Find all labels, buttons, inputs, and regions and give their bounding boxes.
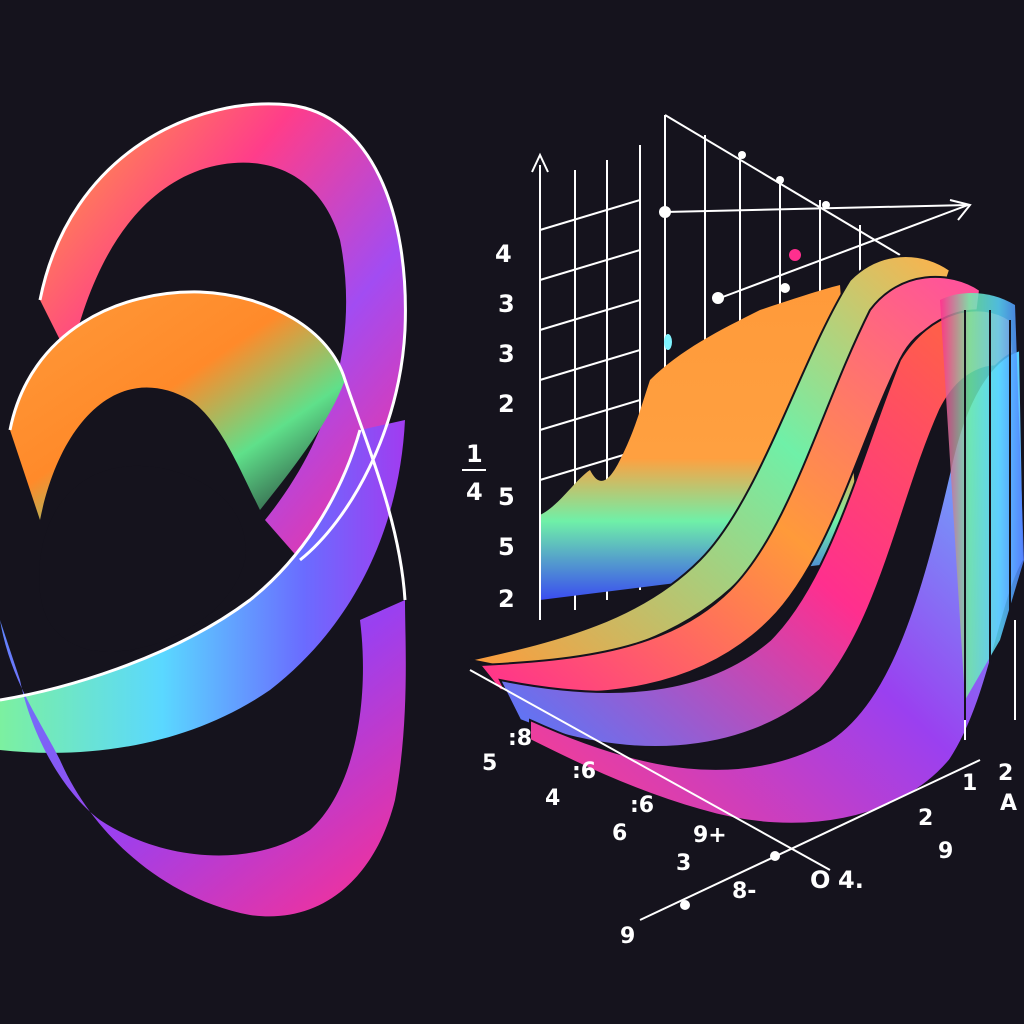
z-label-5: A xyxy=(1000,791,1017,816)
x-label-4: 4 xyxy=(545,786,560,811)
y-fraction-top: 1 xyxy=(466,440,483,468)
y-label-7: 2 xyxy=(498,585,515,613)
ribbon-lower-loop xyxy=(0,600,406,917)
floor-ticks xyxy=(680,851,780,910)
z-label-1: 2 xyxy=(998,761,1013,786)
ribbon-outline-inner xyxy=(8,290,407,601)
x-label-8: 3 xyxy=(676,851,691,876)
x-label-7: 9+ xyxy=(693,823,727,848)
x-label-12: 4. xyxy=(838,866,864,894)
x-label-10: 9 xyxy=(620,924,635,949)
z-label-2: 1 xyxy=(962,771,977,796)
ribbon-hole xyxy=(39,465,246,652)
y-axis-labels: 4 3 3 2 1 4 5 5 2 xyxy=(462,240,515,613)
x-label-1: :8 xyxy=(508,726,532,751)
wave-ridge-4 xyxy=(529,348,1024,825)
z-axis-labels: 2 1 2 9 A xyxy=(918,761,1017,864)
ribbon-outer-loop xyxy=(40,103,406,560)
wave-side-wall xyxy=(940,293,1024,700)
cyan-marker xyxy=(664,334,672,350)
x-label-9: 8- xyxy=(732,879,756,904)
z-label-4: 9 xyxy=(938,839,953,864)
x-label-6: 6 xyxy=(612,821,627,846)
x-label-2: 5 xyxy=(482,751,497,776)
y-label-5: 5 xyxy=(498,483,515,511)
floor-axes xyxy=(469,620,1016,921)
diagonal-arrow-line xyxy=(664,204,969,213)
y-fraction-bottom: 4 xyxy=(466,478,483,506)
trend-line xyxy=(719,204,969,299)
ribbon-inner-loop xyxy=(10,291,345,520)
wall-lines xyxy=(964,310,1011,720)
x-label-11: O xyxy=(810,866,830,894)
y-label-4: 2 xyxy=(498,390,515,418)
3d-wave-surface-plot-icon xyxy=(469,114,1024,921)
ribbon-outline-band xyxy=(0,429,362,702)
mobius-ribbon-icon xyxy=(0,102,407,917)
ribbon-center-band xyxy=(0,420,405,753)
trend-arrowhead xyxy=(949,199,972,221)
y-axis-arrowhead xyxy=(531,152,549,173)
x-label-3: :6 xyxy=(572,759,596,784)
y-label-1: 4 xyxy=(495,240,512,268)
y-label-2: 3 xyxy=(498,290,515,318)
grid-markers xyxy=(659,151,830,304)
y-label-6: 5 xyxy=(498,533,515,561)
y-label-3: 3 xyxy=(498,340,515,368)
x-label-5: :6 xyxy=(630,793,654,818)
pink-marker xyxy=(789,249,801,261)
x-axis-labels: :8 5 :6 4 :6 6 9+ 3 8- 9 O 4. xyxy=(482,726,864,949)
z-label-3: 2 xyxy=(918,806,933,831)
